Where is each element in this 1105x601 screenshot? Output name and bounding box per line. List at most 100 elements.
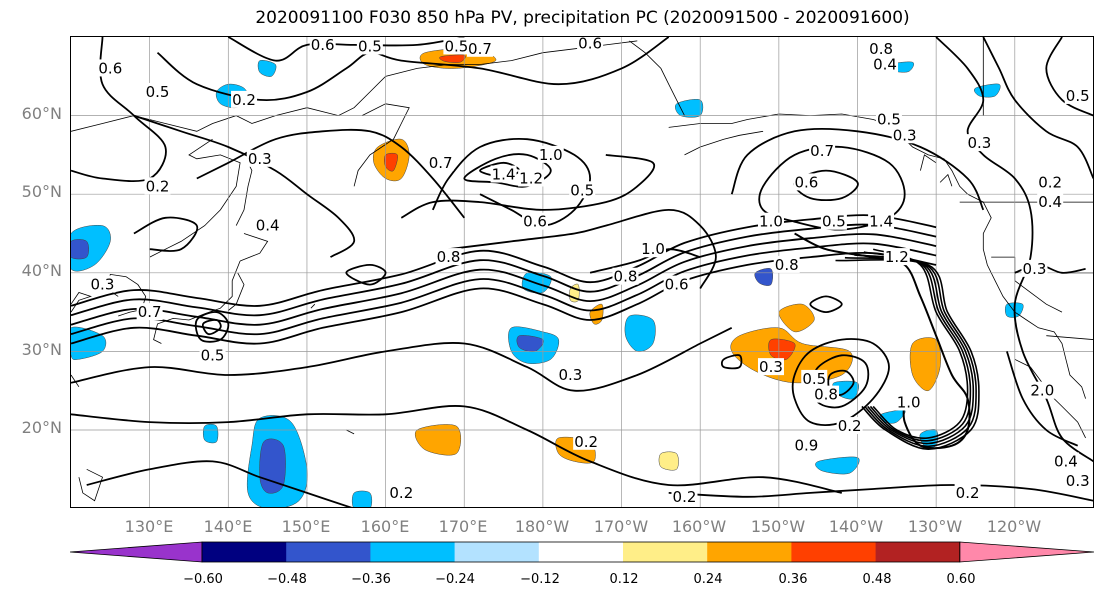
cb-tick-3: −0.36 (351, 572, 391, 587)
pv-contour (872, 248, 969, 439)
precip-blob-neg (71, 225, 111, 272)
map-panel: 0.6 0.5 0.5 0.7 0.6 0.8 0.4 0.6 0.5 0.2 0.3 0.2 0.4 0… (70, 36, 1094, 508)
lon-label-140e: 140°E (203, 517, 253, 536)
cb-tick-9: 0.48 (862, 572, 892, 587)
contour-label: 0.6 (523, 213, 547, 231)
contour-label-bg (895, 393, 922, 411)
contour-label-bg (872, 55, 899, 73)
contour-label-bg (1037, 193, 1064, 211)
contour-label-bg (757, 212, 784, 230)
pv-contour (71, 223, 937, 317)
contour-label-bg (954, 483, 981, 501)
contour-label-bg (640, 240, 667, 258)
contour-label: 0.7 (429, 154, 453, 172)
contour-label-bg (612, 267, 639, 285)
contour-label-bg (199, 346, 226, 364)
colorbar-bin (791, 542, 877, 562)
contour-label-bg (522, 212, 549, 230)
cb-tick-1: −0.60 (183, 572, 223, 587)
contour-label: 0.4 (256, 217, 280, 235)
coastline (149, 138, 241, 258)
colorbar-bin (538, 542, 624, 562)
contour-label: 0.5 (146, 83, 170, 101)
coastline (684, 130, 764, 156)
contour-label-bg (891, 126, 918, 144)
contour-label-bg (875, 110, 902, 128)
colorbar-bin (202, 542, 287, 562)
contour-label: 0.2 (389, 484, 413, 502)
colorbar-max-arrow (959, 541, 1094, 563)
contour-label: 0.3 (1066, 472, 1090, 490)
lat-label-60n: 60°N (21, 104, 62, 123)
pv-contour (71, 242, 937, 336)
contour-label-bg (966, 134, 993, 152)
contour-label-bg (388, 483, 415, 501)
contour-label: 0.2 (673, 488, 697, 506)
cb-tick-6: 0.12 (609, 572, 639, 587)
lon-label-150w: 150°W (750, 517, 806, 536)
lon-label-180w: 180°W (514, 517, 570, 536)
contour-label-bg (671, 487, 698, 505)
pv-contour (835, 258, 980, 451)
pv-contour (133, 114, 356, 258)
contour-label: 0.2 (838, 417, 862, 435)
pv-contour (71, 214, 937, 307)
precip-blob-neg (624, 314, 656, 352)
precip-blob-neg (675, 99, 704, 118)
precip-blob-pos (730, 327, 853, 384)
lat-label-50n: 50°N (21, 182, 62, 201)
contour-label: 0.3 (558, 366, 582, 384)
precip-blob-pos (439, 54, 466, 63)
contour-label-bg (1064, 472, 1091, 490)
contour-label-bg (254, 216, 281, 234)
contour-label: 1.0 (897, 393, 921, 411)
contour-label: 0.5 (1066, 87, 1090, 105)
precip-blob-neg (257, 60, 277, 77)
contour-label-bg (231, 90, 258, 108)
lat-label-20n: 20°N (21, 418, 62, 437)
pv-contour (1045, 37, 1093, 117)
coastline (1046, 335, 1093, 340)
contour-label: 2.0 (1030, 382, 1054, 400)
contour-label: 0.6 (98, 59, 122, 77)
contour-label: 0.4 (1054, 452, 1078, 470)
contour-label: 0.6 (794, 173, 818, 191)
coastline (1014, 358, 1086, 439)
lat-label-40n: 40°N (21, 261, 62, 280)
cb-tick-4: −0.24 (435, 572, 475, 587)
colorbar-bin (707, 542, 792, 562)
contour-label-bg (466, 39, 493, 57)
contour-label: 0.9 (794, 437, 818, 455)
coastline (71, 40, 638, 132)
contour-label-bg (868, 39, 895, 57)
precip-blob-pos (589, 303, 604, 325)
contour-label-bg (144, 177, 171, 195)
contour-label: 0.2 (146, 177, 170, 195)
contour-label: 0.2 (232, 91, 256, 109)
lon-label-170e: 170°E (438, 517, 488, 536)
contour-label-bg (757, 358, 784, 376)
colorbar (70, 541, 1094, 563)
colorbar-outline (201, 541, 961, 563)
contour-label-bg (569, 181, 596, 199)
cb-tick-2: −0.48 (267, 572, 307, 587)
contour-label: 0.8 (814, 386, 838, 404)
pv-contour (71, 233, 937, 326)
pv-contour (86, 460, 353, 507)
contour-label: 0.7 (468, 40, 492, 58)
pv-contour (791, 338, 890, 426)
pv-contour (720, 354, 743, 370)
precip-blob-pos (778, 303, 815, 333)
contour-label: 0.8 (869, 40, 893, 58)
pv-contour (201, 318, 222, 336)
pv-contours (71, 37, 1093, 507)
lon-label-160e: 160°E (360, 517, 410, 536)
contour-label-bg (809, 141, 836, 159)
pv-contour (400, 154, 656, 219)
coastline (310, 303, 316, 309)
chart-title: 2020091100 F030 850 hPa PV, precipitatio… (255, 8, 910, 28)
contour-label-bg (883, 248, 910, 266)
contour-labels: 0.6 0.5 0.5 0.7 0.6 0.80.40.60.5 0.20.30.20.40… (89, 37, 1091, 506)
lon-label-130e: 130°E (124, 517, 174, 536)
lon-label-150e: 150°E (281, 517, 331, 536)
